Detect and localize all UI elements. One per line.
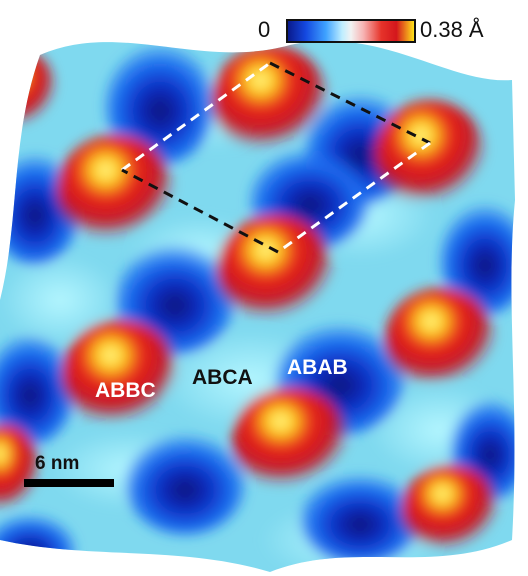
colorbar: [286, 19, 416, 43]
unit-cell-edge: [269, 61, 431, 145]
unit-cell-edge: [121, 168, 279, 254]
colorbar-min-label: 0: [258, 17, 271, 42]
label-abca: ABCA: [192, 366, 253, 389]
scale-bar: [24, 479, 114, 487]
unit-cell-edge: [121, 61, 271, 172]
unit-cell-edge: [277, 141, 431, 254]
label-abbc: ABBC: [95, 379, 156, 402]
label-abab: ABAB: [287, 356, 348, 379]
scale-bar-label: 6 nm: [35, 453, 80, 474]
colorbar-max-label: 0.38 Å: [420, 17, 484, 42]
